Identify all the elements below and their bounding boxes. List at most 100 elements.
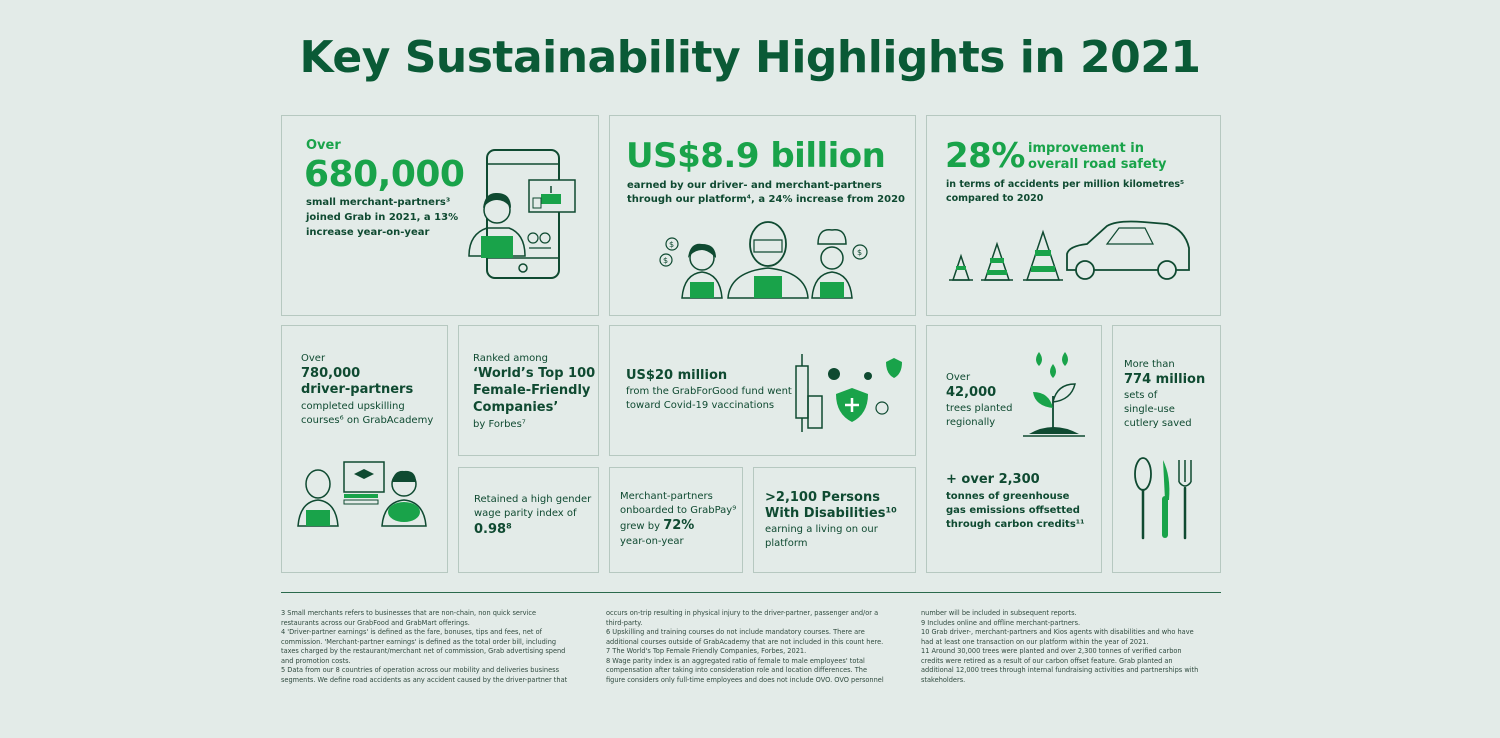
safety-card: 28% improvement in overall road safety i… [926,115,1221,316]
grabpay-line-4: year-on-year [620,536,684,547]
merchants-number: 680,000 [304,154,465,195]
footnote-line: 10 Grab driver-, merchant-partners and K… [921,628,1194,637]
trees-line-2: regionally [946,417,996,428]
grabpay-line-3: grew by 72% [620,518,694,535]
partners-icon: $ $ $ [659,221,868,299]
vaccine-icon [795,354,902,432]
ghg-line-3: through carbon credits¹¹ [946,519,1085,530]
footnote-line: 6 Upskilling and training courses do not… [606,628,865,637]
footnote-line: additional 12,000 trees through internal… [921,666,1199,675]
trees-number: 42,000 [946,385,997,400]
pwd-line-1: earning a living on our [765,524,878,535]
graduates-icon [297,461,427,527]
covid-card: US$20 million from the GrabForGood fund … [609,325,916,456]
ghg-line-2: gas emissions offsetted [946,505,1080,516]
earnings-line-1: earned by our driver- and merchant-partn… [627,180,882,191]
pwd-head-1: >2,100 Persons [765,490,880,505]
footnotes-col-2: occurs on-trip resulting in physical inj… [606,609,912,685]
merchants-over: Over [306,138,341,153]
wage-line-2: wage parity index of [474,508,577,519]
wage-value: 0.98⁸ [474,522,512,537]
wage-line-1: Retained a high gender [474,494,592,505]
forbes-line-2: by Forbes⁷ [473,419,526,430]
footnote-line: had at least one transaction on our plat… [921,637,1149,646]
upskill-card: Over 780,000 driver-partners completed u… [281,325,448,573]
pwd-card: >2,100 Persons With Disabilities¹⁰ earni… [753,467,916,573]
cutlery-number: 774 million [1124,372,1206,387]
footnotes-col-3: number will be included in subsequent re… [921,609,1221,685]
upskill-subject: driver-partners [301,382,414,397]
footnote-line: third-party. [606,618,643,627]
footnote-line: number will be included in subsequent re… [921,609,1077,617]
svg-text:$: $ [857,248,862,257]
cutlery-line-4: cutlery saved [1124,418,1192,429]
trees-over: Over [946,372,971,383]
svg-text:$: $ [669,240,674,249]
merchant-phone-icon [468,149,576,279]
footnote-line: 11 Around 30,000 trees were planted and … [921,647,1182,656]
trees-line-1: trees planted [946,403,1013,414]
footnote-line: restaurants across our GrabFood and Grab… [281,618,470,627]
grabpay-percent: 72% [663,518,695,533]
safety-title-1: improvement in [1028,141,1145,156]
safety-percent: 28% [945,136,1025,176]
seedling-icon [1023,352,1085,437]
footnote-line: 7 The World's Top Female Friendly Compan… [606,647,807,656]
merchants-line-3: increase year-on-year [306,227,430,238]
merchants-card: Over 680,000 small merchant-partners³ jo… [281,115,599,316]
grabpay-card: Merchant-partners onboarded to GrabPay⁹ … [609,467,743,573]
footnote-line: stakeholders. [921,675,966,684]
footnote-line: 3 Small merchants refers to businesses t… [281,609,537,617]
footnote-line: credits were retired as a result of our … [921,656,1173,665]
forbes-card: Ranked among ‘World’s Top 100 Female-Fri… [458,325,599,456]
footnote-line: segments. We define road accidents as an… [281,675,568,684]
page-title: Key Sustainability Highlights in 2021 [299,32,1201,83]
footnote-line: 9 Includes online and offline merchant-p… [921,618,1081,627]
earnings-card: US$8.9 billion earned by our driver- and… [609,115,916,316]
ghg-headline: + over 2,300 [946,472,1040,487]
safety-line-2: compared to 2020 [946,193,1044,204]
footnote-line: taxes charged by the restaurant/merchant… [281,647,566,656]
covid-line-1: from the GrabForGood fund went [626,386,792,397]
cutlery-line-2: sets of [1124,390,1158,401]
upskill-over: Over [301,353,326,364]
earnings-line-2: through our platform⁴, a 24% increase fr… [627,194,906,205]
pwd-line-2: platform [765,538,808,549]
merchants-line-2: joined Grab in 2021, a 13% [306,212,459,223]
merchants-line-1: small merchant-partners³ [306,197,451,208]
footnote-line: 5 Data from our 8 countries of operation… [281,666,560,675]
cutlery-line-1: More than [1124,359,1175,370]
earnings-headline: US$8.9 billion [626,136,886,176]
footnote-line: and promotion costs. [281,656,351,665]
footnote-line: additional courses outside of GrabAcadem… [606,637,884,646]
cutlery-card: More than 774 million sets of single-use… [1112,325,1221,573]
footnote-line: commission. 'Merchant-partner earnings' … [281,637,557,646]
forbes-head-2: Female-Friendly [473,383,591,398]
upskill-line-2: courses⁶ on GrabAcademy [301,415,434,426]
car-cones-icon [949,220,1190,281]
grabpay-grew-by: grew by [620,521,664,532]
upskill-number: 780,000 [301,366,361,381]
upskill-line-1: completed upskilling [301,401,405,412]
cutlery-line-3: single-use [1124,404,1175,415]
wage-card: Retained a high gender wage parity index… [458,467,599,573]
forbes-head-3: Companies’ [473,400,559,415]
grabpay-line-2: onboarded to GrabPay⁹ [620,505,737,516]
cutlery-icon [1134,457,1192,540]
forbes-head-1: ‘World’s Top 100 [473,366,596,381]
pwd-head-2: With Disabilities¹⁰ [765,506,897,521]
footnote-line: compensation after taking into considera… [606,666,868,675]
ghg-line-1: tonnes of greenhouse [946,491,1070,502]
svg-text:$: $ [663,256,668,265]
footnote-line: figure considers only full-time employee… [606,675,884,684]
footnote-line: 8 Wage parity index is an aggregated rat… [606,656,865,665]
grabpay-line-1: Merchant-partners [620,491,713,502]
footnote-line: occurs on-trip resulting in physical inj… [606,609,879,617]
forbes-line-1: Ranked among [473,353,548,364]
footnotes-col-1: 3 Small merchants refers to businesses t… [281,609,599,685]
trees-card: Over 42,000 trees planted regionally + o… [926,325,1102,573]
footnote-line: 4 'Driver-partner earnings' is defined a… [281,628,542,637]
covid-line-2: toward Covid-19 vaccinations [626,400,775,411]
safety-title-2: overall road safety [1028,157,1167,172]
footnote-divider [281,592,1221,593]
